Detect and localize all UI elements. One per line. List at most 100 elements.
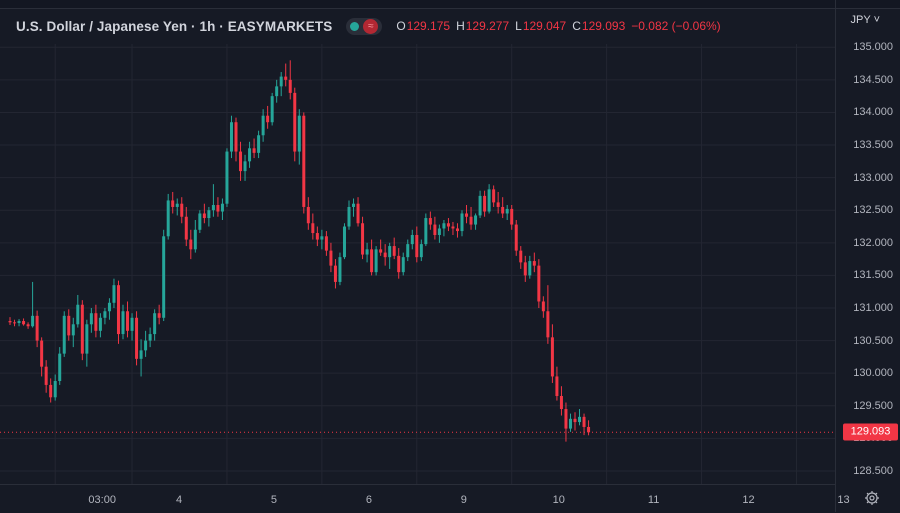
candle[interactable] (35, 310, 39, 348)
candle[interactable] (370, 239, 374, 276)
candle[interactable] (559, 386, 563, 416)
candle[interactable] (225, 148, 229, 207)
candle[interactable] (94, 304, 98, 338)
candle[interactable] (392, 237, 396, 260)
candle[interactable] (483, 190, 487, 217)
currency-selector[interactable]: JPY ˅ (851, 14, 880, 26)
candle[interactable] (496, 191, 500, 214)
candle[interactable] (514, 220, 518, 256)
candle[interactable] (171, 191, 175, 214)
candle[interactable] (428, 211, 432, 230)
candle[interactable] (248, 141, 252, 168)
candle[interactable] (582, 413, 586, 436)
candle[interactable] (71, 317, 75, 348)
candle[interactable] (297, 109, 301, 165)
candle[interactable] (388, 242, 392, 269)
candle[interactable] (40, 337, 44, 377)
candle[interactable] (184, 206, 188, 247)
candle[interactable] (487, 184, 491, 214)
candle[interactable] (17, 319, 21, 327)
candle[interactable] (446, 218, 450, 232)
candle[interactable] (315, 226, 319, 247)
candle[interactable] (532, 252, 536, 273)
candle[interactable] (469, 206, 473, 230)
candle[interactable] (424, 213, 428, 247)
candle[interactable] (270, 92, 274, 126)
candle[interactable] (311, 213, 315, 240)
candle[interactable] (419, 239, 423, 262)
candle[interactable] (410, 229, 414, 250)
candle[interactable] (415, 226, 419, 263)
candle[interactable] (180, 197, 184, 224)
candle[interactable] (202, 203, 206, 224)
candle[interactable] (229, 115, 233, 159)
candle[interactable] (175, 198, 179, 216)
candlestick-chart[interactable] (0, 44, 835, 484)
candle[interactable] (116, 280, 120, 344)
candle[interactable] (406, 239, 410, 262)
candle[interactable] (568, 413, 572, 432)
candle[interactable] (139, 339, 143, 377)
candle[interactable] (455, 223, 459, 238)
candle[interactable] (275, 79, 279, 103)
candle[interactable] (465, 205, 469, 224)
candle[interactable] (501, 197, 505, 219)
candle[interactable] (537, 259, 541, 308)
candle[interactable] (510, 205, 514, 230)
candle[interactable] (58, 347, 62, 385)
candle[interactable] (62, 311, 66, 357)
candle[interactable] (31, 281, 35, 328)
candle[interactable] (166, 193, 170, 240)
candle[interactable] (193, 220, 197, 253)
candle[interactable] (555, 366, 559, 401)
candle[interactable] (338, 252, 342, 286)
candle[interactable] (578, 409, 582, 426)
candle[interactable] (293, 87, 297, 162)
candle[interactable] (261, 109, 265, 142)
candle[interactable] (333, 259, 337, 289)
candle[interactable] (135, 311, 139, 366)
market-status-badge[interactable]: ≈ (346, 17, 383, 35)
candle[interactable] (239, 141, 243, 181)
candle[interactable] (401, 252, 405, 276)
candle[interactable] (98, 313, 102, 338)
candle[interactable] (220, 198, 224, 220)
candle[interactable] (383, 244, 387, 266)
candle[interactable] (76, 294, 80, 328)
candle[interactable] (564, 402, 568, 442)
candle[interactable] (288, 60, 292, 100)
candle[interactable] (541, 296, 545, 318)
time-axis[interactable]: 03:00 4 5 6 9 10 11 12 13 (0, 484, 850, 513)
candle[interactable] (80, 300, 84, 361)
candle[interactable] (211, 184, 215, 217)
candle[interactable] (189, 229, 193, 260)
candle[interactable] (519, 246, 523, 269)
candle[interactable] (356, 197, 360, 227)
candle[interactable] (121, 304, 125, 340)
candle[interactable] (130, 313, 134, 341)
candle[interactable] (478, 190, 482, 219)
candle[interactable] (153, 309, 157, 341)
candle[interactable] (329, 242, 333, 273)
candle[interactable] (523, 255, 527, 282)
candle[interactable] (342, 223, 346, 260)
candle[interactable] (44, 360, 48, 393)
candle[interactable] (546, 285, 550, 344)
candle[interactable] (324, 231, 328, 256)
candle[interactable] (22, 318, 26, 326)
candle[interactable] (243, 154, 247, 181)
candle[interactable] (492, 185, 496, 207)
candle[interactable] (266, 105, 270, 129)
candle[interactable] (379, 239, 383, 256)
candle[interactable] (8, 317, 12, 325)
candle[interactable] (112, 278, 116, 308)
candle[interactable] (144, 330, 148, 357)
candle[interactable] (361, 216, 365, 260)
candle[interactable] (352, 198, 356, 217)
candle[interactable] (397, 248, 401, 279)
candle[interactable] (252, 138, 256, 159)
candle[interactable] (148, 327, 152, 348)
candle[interactable] (89, 308, 93, 333)
candle[interactable] (162, 229, 166, 322)
candle[interactable] (53, 374, 57, 401)
